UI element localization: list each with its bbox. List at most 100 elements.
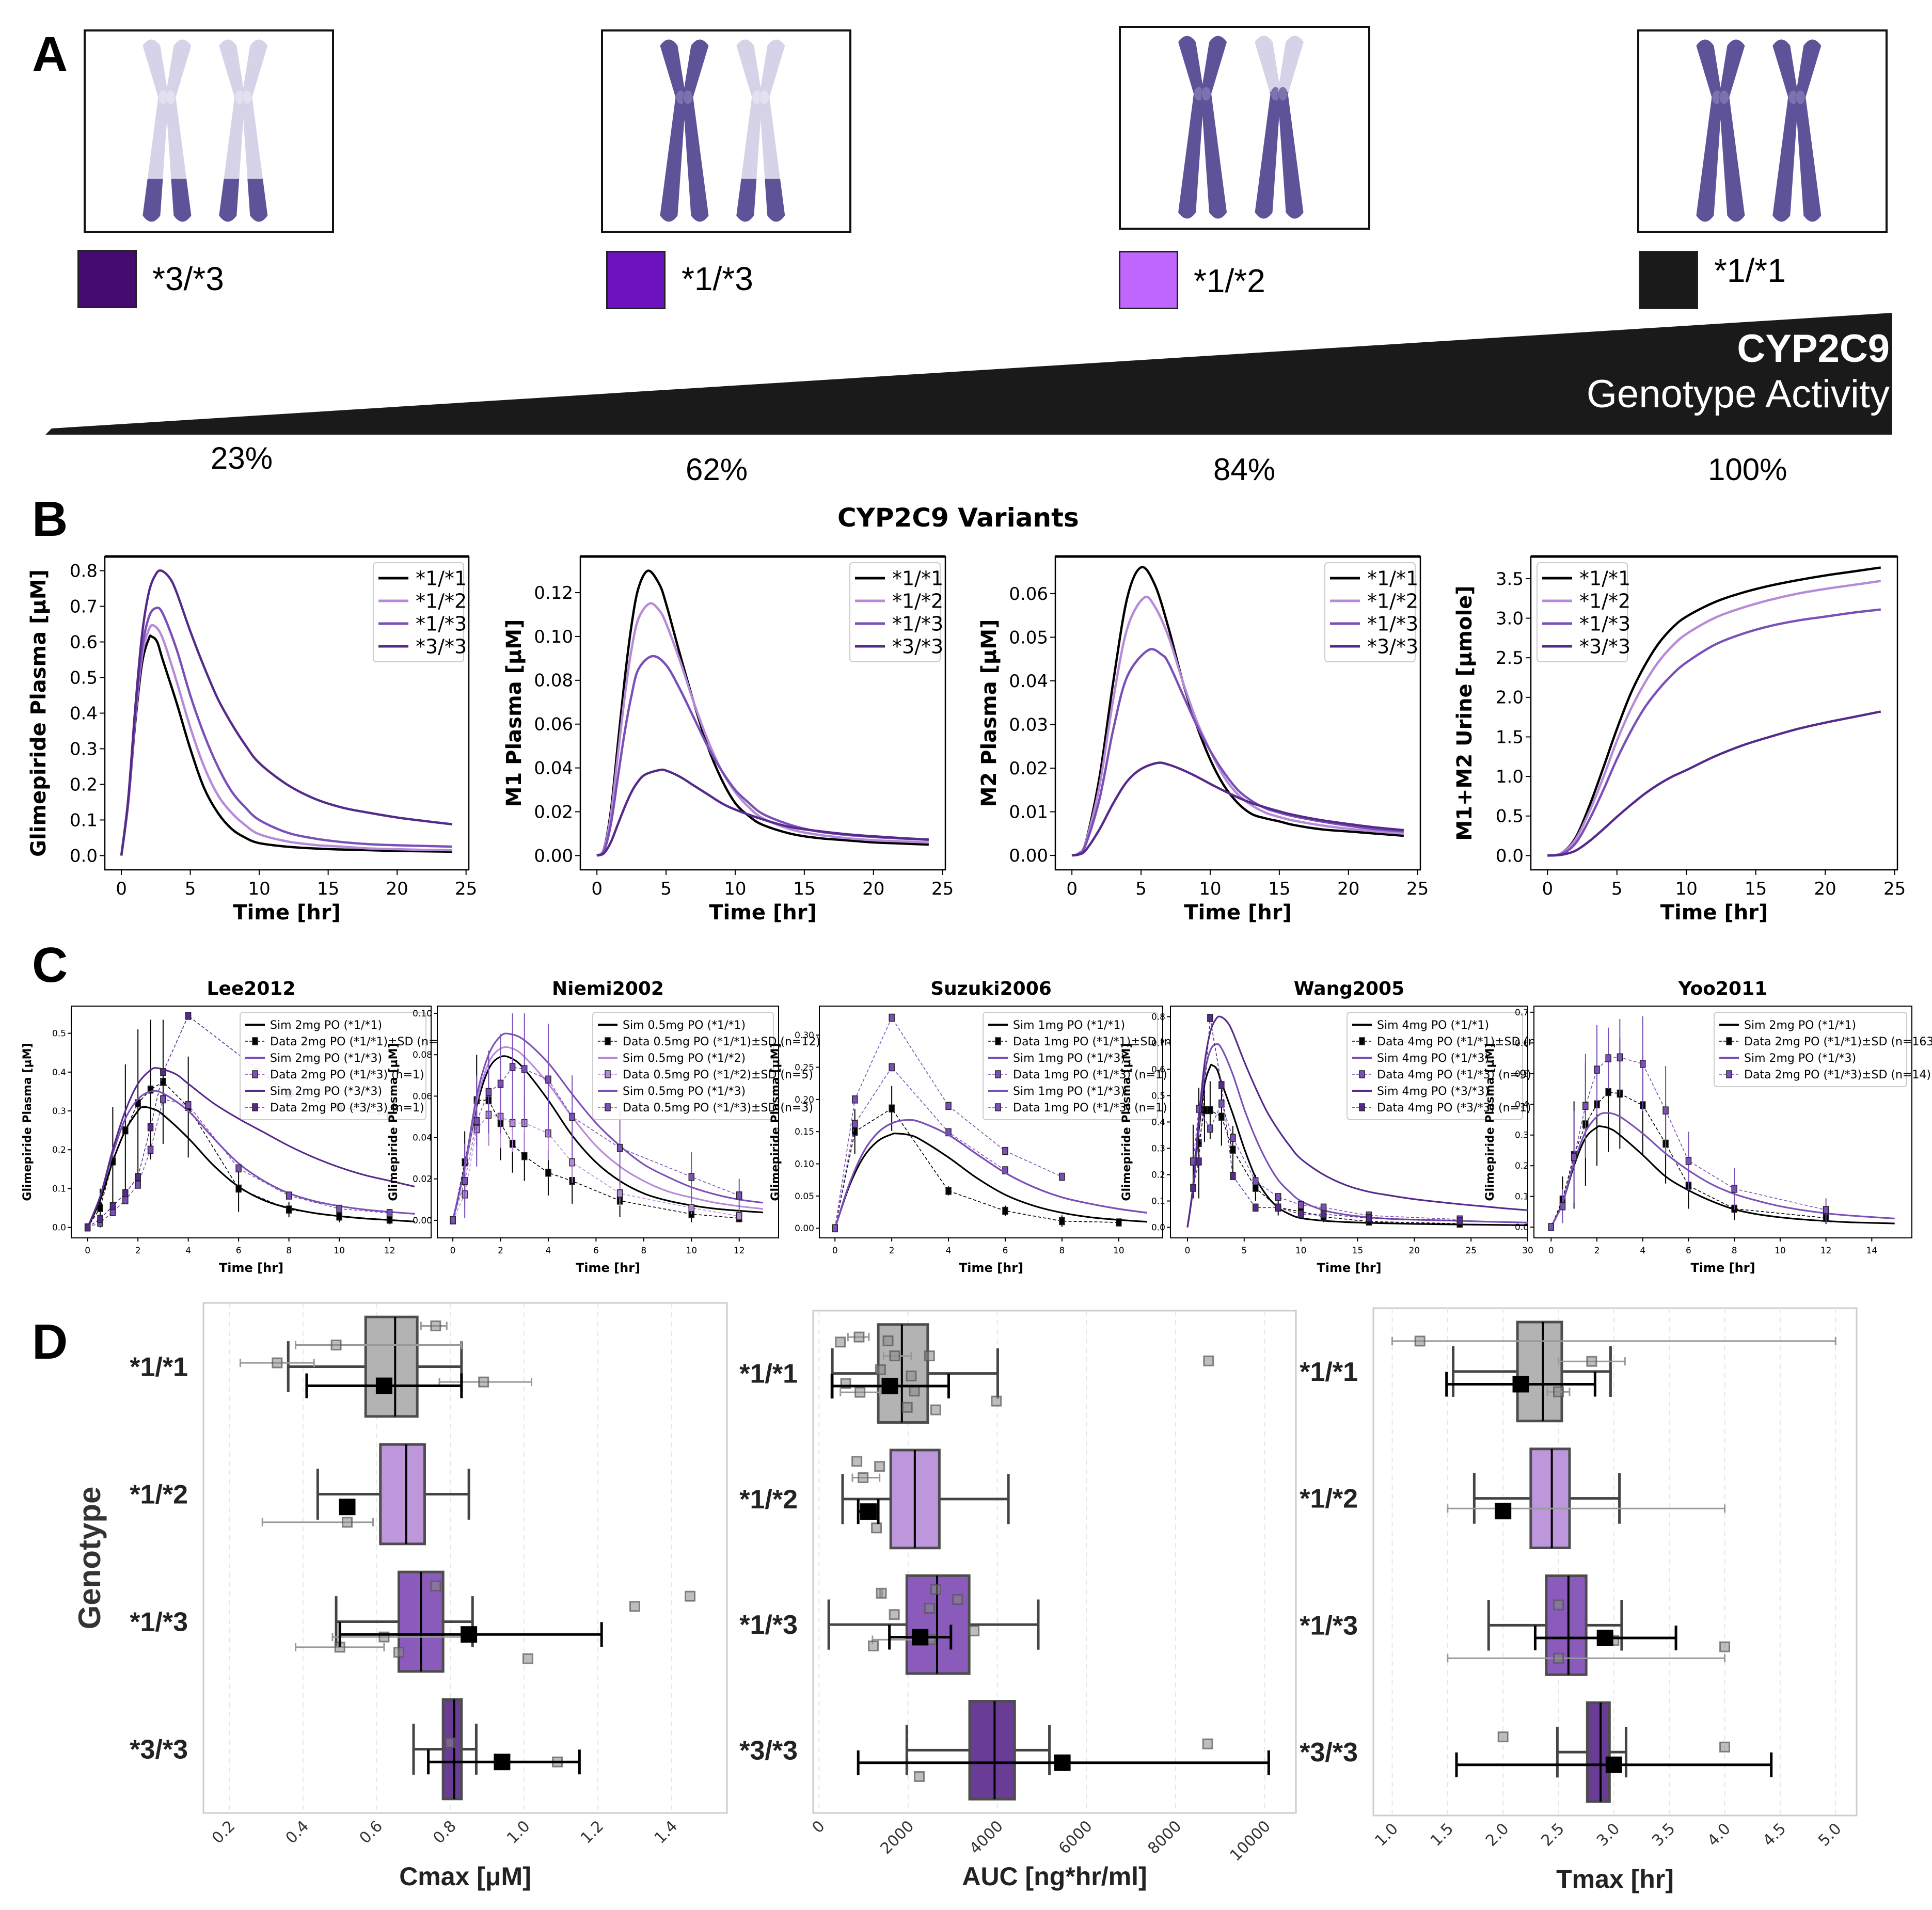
series-line-3-3 [1547, 710, 1881, 857]
legend: Sim 2mg PO (*1/*1) Data 2mg PO (*1/*1)±SD… [1714, 1012, 1932, 1087]
legend: Sim 1mg PO (*1/*1) Data 1mg PO (*1/*1)±SD… [983, 1012, 1193, 1120]
legend-item: Data 0.5mg PO (*1/*3)±SD (n=3) [598, 1102, 813, 1115]
legend-label: Sim 0.5mg PO (*1/*2) [623, 1052, 746, 1065]
data-point [97, 1215, 103, 1223]
data-point [473, 1117, 480, 1125]
legend: Sim 4mg PO (*1/*1) Data 4mg PO (*1/*1)±SD… [1347, 1012, 1557, 1120]
data-point [1253, 1203, 1259, 1212]
y-axis-label: Glimepiride Plasma [μM] [1484, 1043, 1497, 1201]
activity-percent: 23% [211, 441, 273, 475]
series-line-sim-4mg-po-1-3 [1186, 1043, 1528, 1228]
data-point [688, 1204, 695, 1212]
study-point [924, 1350, 935, 1362]
chart-title: Wang2005 [1294, 978, 1404, 999]
box-iqr [379, 1443, 426, 1546]
legend-item: Data 2mg PO (*3/*3) (n=1) [245, 1102, 424, 1115]
study-marker [1414, 1335, 1426, 1347]
legend-label: *1/*3 [416, 613, 467, 635]
legend-item: *1/*2 [855, 590, 943, 613]
data-point [1207, 1106, 1213, 1115]
legend-item: Data 2mg PO (*1/*1)±SD (n=163) [1719, 1036, 1932, 1048]
chromatid-body [1795, 39, 1822, 222]
x-tick-label: 8 [286, 1246, 292, 1256]
data-point [569, 1112, 575, 1121]
study-point [445, 1737, 456, 1748]
x-tick-label: 15 [1352, 1246, 1364, 1256]
study-marker [969, 1625, 980, 1636]
data-point [1116, 1218, 1122, 1227]
legend-item: *1/*1 [378, 567, 467, 590]
chromatid [1795, 39, 1822, 222]
x-tick-label: 2 [889, 1246, 895, 1256]
y-tick-label: 1.5 [1496, 727, 1524, 747]
study-point [1497, 1731, 1509, 1743]
legend-label: *1/*2 [416, 590, 467, 613]
data-point [1605, 1054, 1611, 1062]
legend-label: Sim 2mg PO (*1/*3) [270, 1052, 382, 1065]
series-line-3-3 [1071, 761, 1404, 857]
x-tick-label: 2.0 [1482, 1820, 1512, 1850]
centromere [759, 90, 769, 104]
data-point [509, 1063, 516, 1072]
x-tick-label: 2 [135, 1246, 141, 1256]
chromatid [1255, 36, 1281, 219]
data-point [945, 1187, 952, 1195]
chromatid-body [1772, 39, 1799, 222]
study-point [874, 1461, 885, 1472]
legend-item: *1/*1 [1542, 567, 1630, 590]
legend-frame [1537, 562, 1628, 662]
study-marker [913, 1771, 925, 1782]
genotype-swatch [77, 250, 137, 308]
legend-label: *1/*1 [416, 567, 467, 590]
x-tick-label: 10 [686, 1246, 697, 1256]
chromosome-illustration [84, 29, 334, 233]
chromatid-body [683, 39, 709, 222]
study-point [847, 1331, 870, 1343]
legend-item: Sim 2mg PO (*1/*3) [1719, 1052, 1856, 1065]
data-point [97, 1204, 103, 1212]
study-point [420, 1320, 448, 1331]
legend-item: Sim 2mg PO (*1/*1) [1719, 1019, 1856, 1032]
y-tick-label: 0.7 [1515, 1008, 1529, 1018]
model-mean-marker [494, 1754, 511, 1771]
x-axis-label: Time [hr] [576, 1261, 640, 1275]
data-line-data-2mg-po-1-1-sd-n-163 [1550, 1091, 1826, 1228]
chromatid-band [765, 179, 785, 222]
y-category-label: *3/*3 [1300, 1738, 1358, 1768]
box-1-2 [316, 1443, 470, 1546]
y-tick-label: 0.6 [1151, 1064, 1165, 1075]
x-tick-label: 15 [1268, 879, 1290, 899]
study-point [438, 1376, 533, 1388]
study-marker [445, 1737, 456, 1748]
data-point [1617, 1053, 1623, 1062]
series-line-sim-2mg-po-1-3 [87, 1090, 415, 1228]
x-tick-label: 20 [1337, 879, 1359, 899]
legend-item: Data 2mg PO (*1/*1)±SD (n=22) [245, 1036, 457, 1048]
x-axis-label: Time [hr] [219, 1261, 283, 1275]
y-tick-label: 0.7 [1151, 1038, 1165, 1048]
study-point [393, 1647, 404, 1658]
study-marker [522, 1653, 533, 1664]
x-tick-label: 15 [1745, 879, 1767, 899]
legend-swatch-marker [605, 1037, 611, 1045]
data-point [497, 1079, 504, 1088]
legend-item: Sim 4mg PO (*1/*3) [1352, 1052, 1489, 1065]
legend-item: *1/*2 [1330, 590, 1418, 613]
legend-label: Sim 0.5mg PO (*1/*3) [623, 1085, 746, 1098]
chromatid-body [165, 39, 192, 222]
model-mean-marker [860, 1503, 877, 1520]
data-point [736, 1191, 742, 1200]
legend-item: Data 4mg PO (*1/*3) (n=9) [1352, 1069, 1531, 1081]
legend-swatch-marker [1726, 1037, 1732, 1045]
data-point [851, 1120, 858, 1128]
model-mean [1495, 1503, 1512, 1520]
data-point [1275, 1193, 1281, 1201]
chart-title: Suzuki2006 [930, 978, 1052, 999]
legend-label: *3/*3 [1579, 635, 1630, 658]
series-line-sim-4mg-po-1-1 [1186, 1063, 1528, 1228]
study-marker [991, 1395, 1002, 1407]
x-tick-label: 10 [1295, 1246, 1307, 1256]
y-tick-label: 0.4 [1151, 1117, 1165, 1127]
data-line-data-2mg-po-1-1-sd-n-22 [87, 1081, 390, 1228]
legend-label: *1/*1 [892, 567, 943, 590]
